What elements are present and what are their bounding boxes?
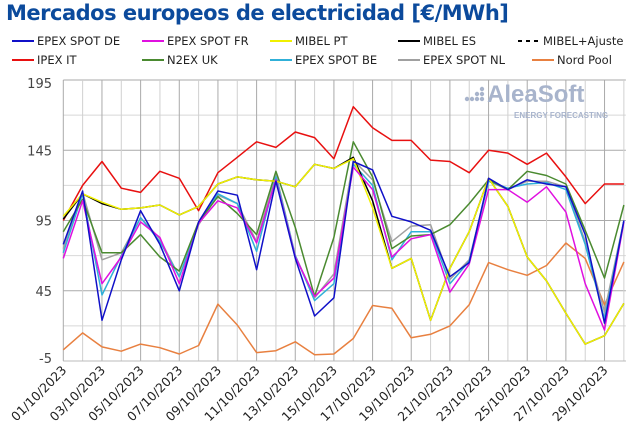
legend-label: EPEX SPOT DE	[37, 34, 120, 48]
legend-label: Nord Pool	[557, 53, 612, 67]
logo-dot	[469, 96, 475, 102]
logo-text: AleaSoft	[487, 81, 584, 108]
series-line-ipex-it	[62, 105, 624, 221]
legend-label: EPEX SPOT NL	[423, 53, 506, 67]
logo-dot	[474, 96, 480, 102]
logo-dot	[474, 91, 480, 97]
logo-dot	[479, 91, 485, 97]
aleasoft-logo: AleaSoft ENERGY FORECASTING	[464, 81, 608, 120]
series-line-epex-spot-fr	[62, 166, 625, 331]
logo-dot	[479, 96, 485, 102]
logo-dot	[479, 86, 485, 92]
legend-label: MIBEL+Ajuste	[543, 34, 623, 48]
legend-label: MIBEL ES	[423, 34, 476, 48]
legend-label: IPEX IT	[37, 53, 78, 67]
legend-label: EPEX SPOT BE	[295, 53, 377, 67]
series-line-mibel-pt	[62, 157, 625, 345]
logo-dot	[464, 96, 470, 102]
logo-subtext: ENERGY FORECASTING	[514, 111, 608, 120]
y-tick-label: 145	[27, 144, 52, 159]
legend-label: MIBEL PT	[295, 34, 348, 48]
series-line-nord-pool	[62, 242, 625, 356]
series-line-n2ex-uk	[62, 141, 625, 298]
y-tick-label: 45	[35, 285, 52, 300]
y-tick-label: -5	[39, 352, 52, 367]
y-tick-label: 95	[35, 215, 52, 230]
legend-label: EPEX SPOT FR	[167, 34, 249, 48]
legend-label: N2EX UK	[167, 53, 218, 67]
chart-title: Mercados europeos de electricidad [€/MWh…	[6, 1, 509, 25]
y-tick-label: 195	[27, 77, 52, 92]
series-line-epex-spot-de	[62, 160, 625, 324]
